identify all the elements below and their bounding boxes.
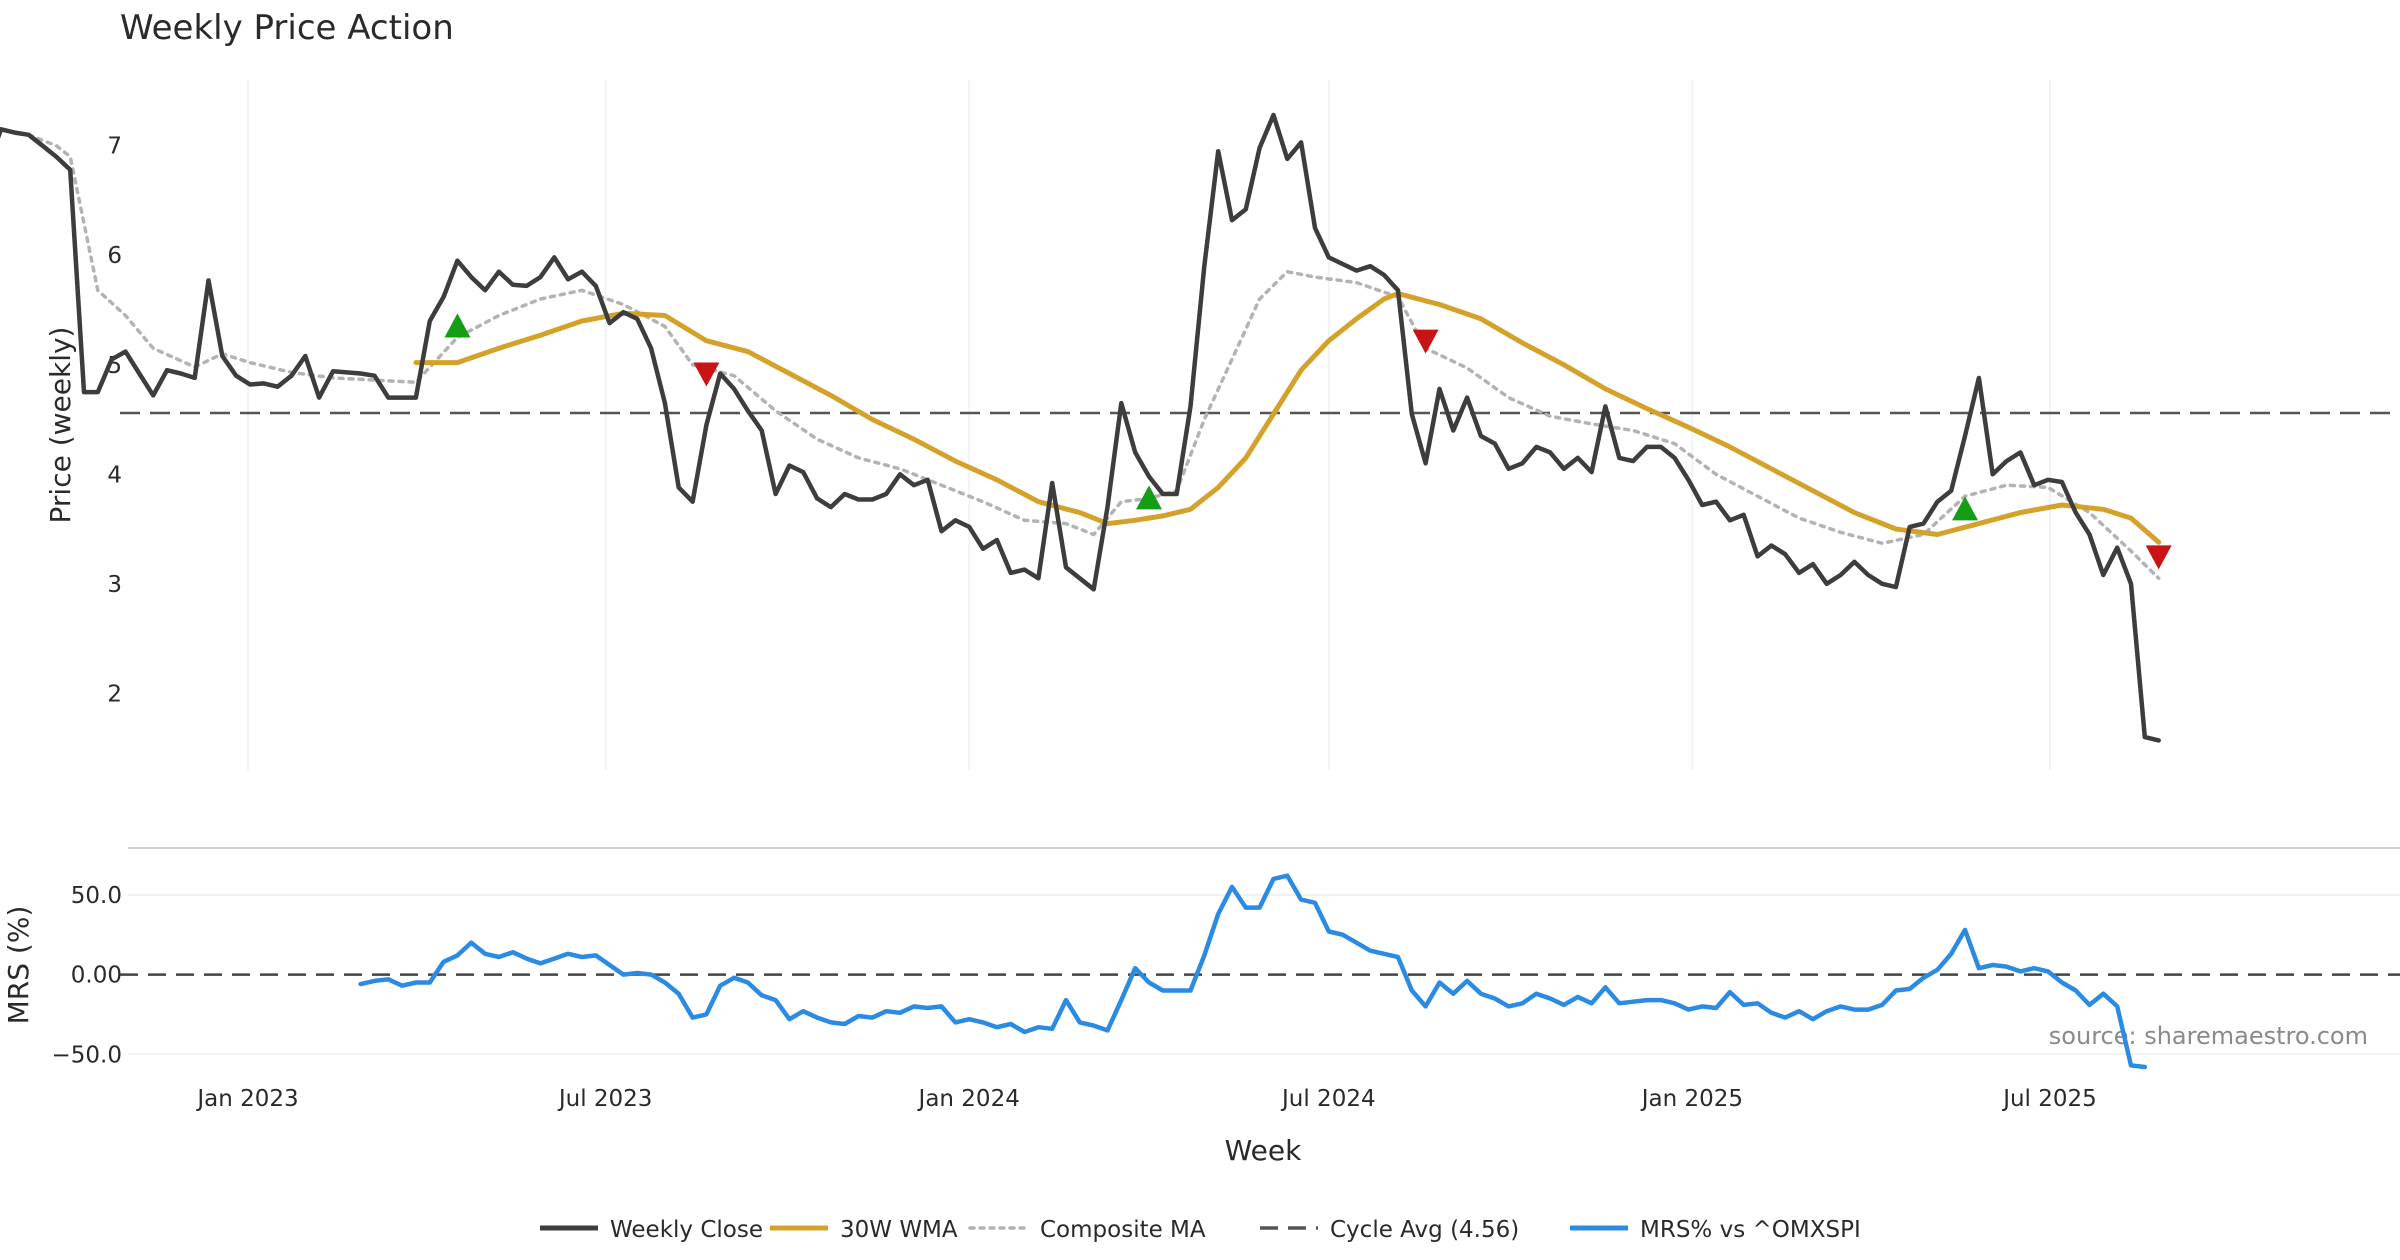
- price-panel: [0, 112, 2400, 743]
- wma-30w-line: [413, 291, 2162, 545]
- x-tick-labels: Jan 2023 Jul 2023 Jan 2024 Jul 2024 Jan 2025…: [195, 1086, 2096, 1112]
- source-text: source: sharemaestro.com: [2049, 1022, 2368, 1050]
- legend: Weekly Close 30W WMA Composite MA Cycle Avg…: [540, 1217, 1861, 1243]
- buy-signal-marker: [1952, 496, 1979, 521]
- price-y-tick-label: 4: [107, 462, 122, 488]
- x-tick-label: Jan 2023: [195, 1086, 298, 1112]
- mrs-panel: [120, 873, 2400, 1070]
- x-tick-label: Jul 2024: [1280, 1086, 1376, 1112]
- price-y-tick-label: 2: [107, 681, 122, 707]
- signal-markers: [444, 313, 2172, 570]
- x-tick-label: Jul 2023: [557, 1086, 653, 1112]
- legend-label: Weekly Close: [610, 1217, 763, 1243]
- buy-signal-marker: [444, 313, 471, 338]
- mrs-y-tick-label: −50.0: [52, 1042, 122, 1068]
- sell-signal-marker: [2145, 545, 2172, 570]
- sell-signal-marker: [693, 362, 720, 387]
- price-axis-label: Price (weekly): [44, 327, 77, 524]
- price-y-tick-label: 7: [107, 134, 122, 160]
- sell-signal-marker: [1412, 329, 1439, 354]
- mrs-y-tick-label: 50.0: [71, 883, 122, 909]
- legend-label: Composite MA: [1040, 1217, 1206, 1243]
- composite-ma-line: [26, 133, 2161, 581]
- x-axis-label: Week: [1225, 1134, 1302, 1167]
- mrs-y-tick-label: 0.00: [71, 963, 122, 989]
- chart-title: Weekly Price Action: [120, 8, 454, 48]
- x-tick-label: Jan 2024: [917, 1086, 1020, 1112]
- price-y-tick-label: 6: [107, 243, 122, 269]
- mrs-axis-label: MRS (%): [2, 906, 35, 1025]
- mrs-series-line: [358, 873, 2148, 1070]
- x-tick-label: Jan 2025: [1640, 1086, 1743, 1112]
- grid-lines: [128, 80, 2400, 1056]
- legend-label: MRS% vs ^OMXSPI: [1640, 1217, 1861, 1243]
- price-y-tick-label: 3: [107, 572, 122, 598]
- weekly-close-line: [0, 112, 2161, 743]
- legend-label: Cycle Avg (4.56): [1330, 1217, 1519, 1243]
- buy-signal-marker: [1136, 485, 1162, 510]
- x-tick-label: Jul 2025: [2001, 1086, 2097, 1112]
- legend-label: 30W WMA: [840, 1217, 958, 1243]
